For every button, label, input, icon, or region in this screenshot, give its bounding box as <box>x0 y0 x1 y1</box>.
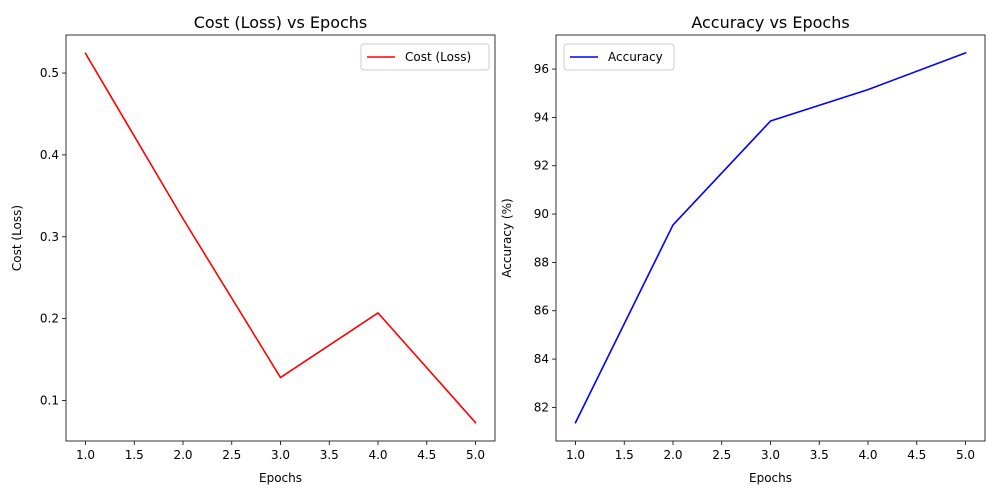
axes-frame <box>555 34 986 442</box>
series-line-1 <box>574 51 967 424</box>
legend-box <box>360 43 490 71</box>
chart-title: Cost (Loss) vs Epochs <box>194 13 368 32</box>
x-tick-label: 3.5 <box>810 448 829 462</box>
axes-frame <box>65 34 496 442</box>
x-tick-label: 1.0 <box>566 448 585 462</box>
x-tick-label: 3.0 <box>271 448 290 462</box>
y-tick-label: 84 <box>534 352 549 366</box>
y-axis-label: Accuracy (%) <box>500 198 514 277</box>
subplot-2: Accuracy vs Epochs 1.0 1.5 2.0 2.5 3.0 3.5 4.0 4… <box>500 13 986 485</box>
x-tick-label: 2.0 <box>173 448 192 462</box>
y-tick-label: 96 <box>534 62 549 76</box>
y-tick-label: 88 <box>534 255 549 269</box>
y-tick-label: 0.5 <box>40 66 59 80</box>
x-tick-label: 4.5 <box>417 448 436 462</box>
subplot-1: Cost (Loss) vs Epochs 1.0 1.5 2.0 2.5 3.0 3.5 4… <box>10 13 496 485</box>
y-tick-label: 0.3 <box>40 230 59 244</box>
x-tick-label: 2.5 <box>222 448 241 462</box>
x-tick-label: 5.0 <box>956 448 975 462</box>
x-tick-label: 3.5 <box>320 448 339 462</box>
y-tick-label: 90 <box>534 207 549 221</box>
legend: Accuracy <box>563 43 675 71</box>
y-tick-label: 94 <box>534 110 549 124</box>
legend: Cost (Loss) <box>360 43 490 71</box>
x-tick-label: 2.0 <box>663 448 682 462</box>
y-axis-label: Cost (Loss) <box>10 205 24 271</box>
series-line-1 <box>84 52 477 424</box>
legend-entry: Accuracy <box>608 50 663 64</box>
y-tick-label: 82 <box>534 400 549 414</box>
chart-title: Accuracy vs Epochs <box>691 13 849 32</box>
x-tick-label: 1.5 <box>615 448 634 462</box>
x-tick-label: 1.0 <box>76 448 95 462</box>
x-tick-label: 1.5 <box>125 448 144 462</box>
x-tick-label: 4.0 <box>858 448 877 462</box>
legend-box <box>563 43 675 71</box>
legend-entry: Cost (Loss) <box>405 50 471 64</box>
x-tick-label: 5.0 <box>466 448 485 462</box>
x-tick-label: 2.5 <box>712 448 731 462</box>
y-tick-label: 0.2 <box>40 312 59 326</box>
x-tick-label: 3.0 <box>761 448 780 462</box>
x-tick-label: 4.5 <box>907 448 926 462</box>
y-tick-label: 0.4 <box>40 148 59 162</box>
y-tick-label: 92 <box>534 159 549 173</box>
y-tick-label: 86 <box>534 304 549 318</box>
x-axis-label: Epochs <box>749 471 792 485</box>
x-tick-label: 4.0 <box>368 448 387 462</box>
y-tick-label: 0.1 <box>40 393 59 407</box>
x-axis-label: Epochs <box>259 471 302 485</box>
